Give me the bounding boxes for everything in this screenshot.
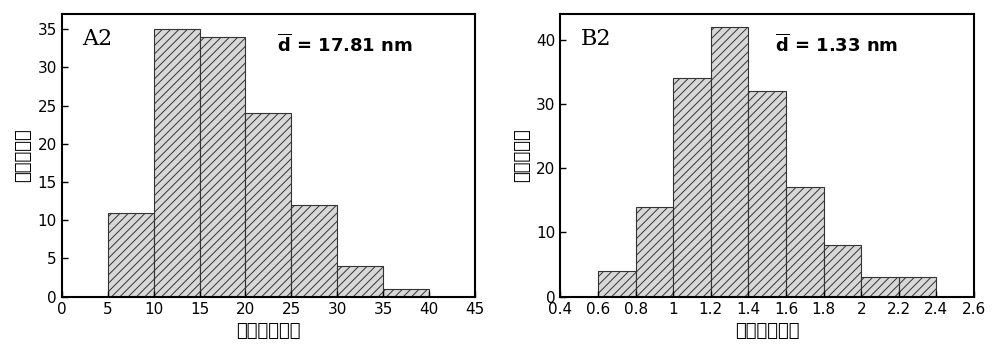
Text: $\mathbf{\overline{d}}$ = 17.81 nm: $\mathbf{\overline{d}}$ = 17.81 nm	[277, 34, 412, 56]
Bar	[598, 271, 636, 297]
Bar	[748, 91, 786, 297]
Text: B2: B2	[581, 28, 612, 50]
Text: $\mathbf{\overline{d}}$ = 1.33 nm: $\mathbf{\overline{d}}$ = 1.33 nm	[775, 34, 899, 56]
Bar	[673, 78, 711, 297]
X-axis label: 直径（纳米）: 直径（纳米）	[735, 322, 799, 340]
Bar	[108, 213, 154, 297]
Bar	[383, 289, 429, 297]
Bar	[154, 29, 200, 297]
X-axis label: 直径（纳米）: 直径（纳米）	[236, 322, 301, 340]
Text: A2: A2	[82, 28, 112, 50]
Bar	[861, 278, 899, 297]
Bar	[786, 187, 824, 297]
Bar	[200, 37, 245, 297]
Bar	[337, 266, 383, 297]
Bar	[245, 113, 291, 297]
Bar	[711, 27, 748, 297]
Bar	[636, 207, 673, 297]
Y-axis label: 总数（个）: 总数（个）	[513, 129, 531, 182]
Bar	[291, 205, 337, 297]
Y-axis label: 总数（个）: 总数（个）	[14, 129, 32, 182]
Bar	[824, 245, 861, 297]
Bar	[899, 278, 936, 297]
